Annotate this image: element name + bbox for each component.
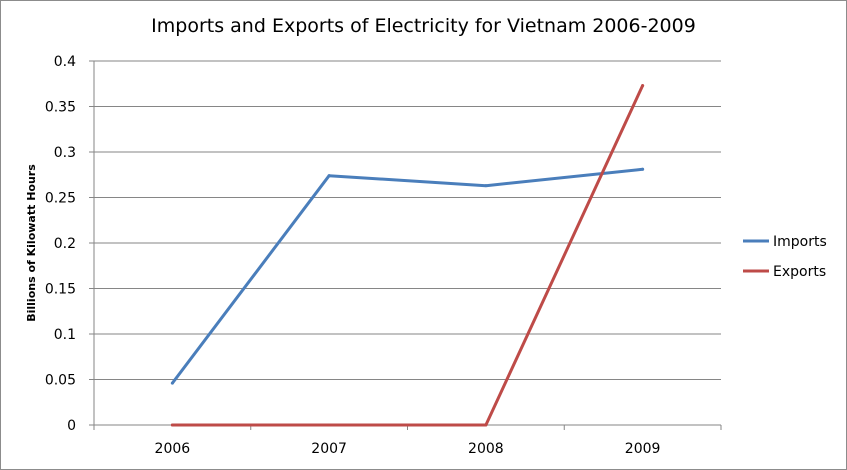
data-point-imports [484, 184, 488, 188]
x-tick-label: 2009 [625, 441, 661, 457]
y-tick-label: 0.3 [54, 145, 76, 161]
series-line-exports [170, 84, 645, 427]
y-tick-label: 0.4 [54, 54, 76, 70]
y-tick-label: 0.1 [54, 327, 76, 343]
y-tick-label: 0.25 [45, 191, 76, 207]
y-tick-label: 0.35 [45, 100, 76, 116]
data-point-exports [484, 423, 488, 427]
data-point-exports [641, 84, 645, 88]
x-tick-label: 2007 [311, 441, 347, 457]
chart-title: Imports and Exports of Electricity for V… [151, 15, 696, 37]
series-line-imports [170, 167, 645, 385]
data-point-imports [641, 167, 645, 171]
legend-label-imports: Imports [773, 234, 827, 250]
data-point-exports [327, 423, 331, 427]
y-tick-label: 0 [67, 418, 76, 434]
y-tick-label: 0.05 [45, 373, 76, 389]
legend-label-exports: Exports [773, 264, 826, 280]
data-point-imports [327, 174, 331, 178]
x-tick-label: 2008 [468, 441, 504, 457]
y-axis-label: Billions of Kilowatt Hours [25, 164, 38, 322]
y-tick-label: 0.15 [45, 282, 76, 298]
x-tick-label: 2006 [155, 441, 191, 457]
data-point-imports [170, 381, 174, 385]
y-tick-label: 0.2 [54, 236, 76, 252]
data-point-exports [170, 423, 174, 427]
